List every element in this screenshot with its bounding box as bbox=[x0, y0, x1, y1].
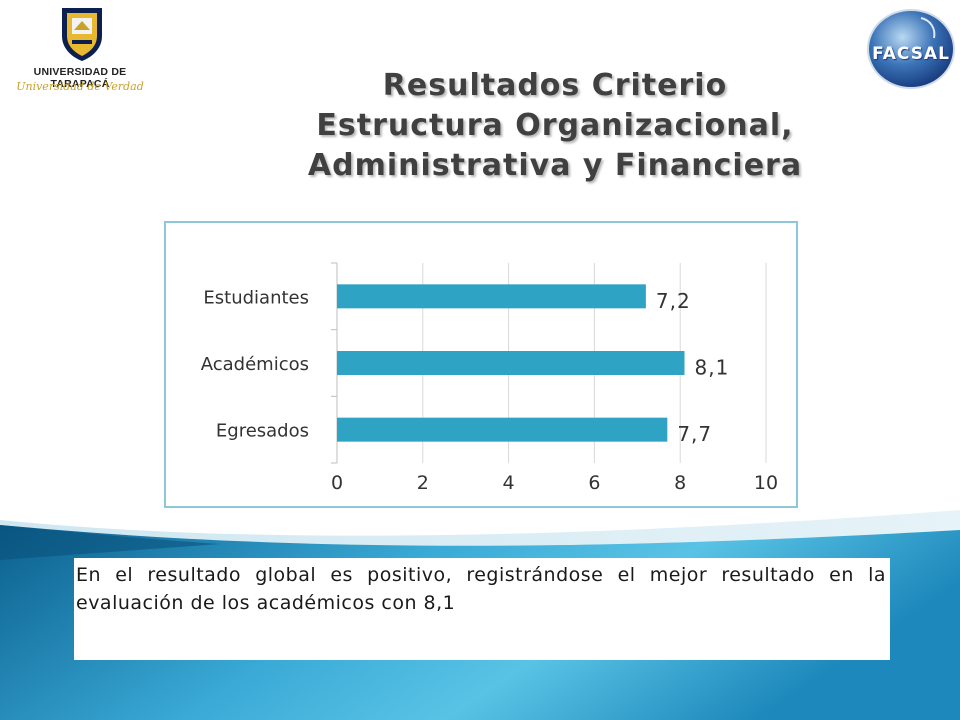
slide-title: Resultados Criterio Estructura Organizac… bbox=[200, 66, 910, 186]
x-tick-label: 6 bbox=[588, 472, 600, 494]
university-logo: UNIVERSIDAD DE TARAPACÁ Universidad de V… bbox=[10, 6, 150, 106]
x-tick-label: 0 bbox=[331, 472, 343, 494]
facsal-logo: FACSAL bbox=[866, 8, 956, 90]
x-tick-label: 8 bbox=[674, 472, 686, 494]
category-label: Académicos bbox=[201, 354, 309, 375]
university-name: UNIVERSIDAD DE TARAPACÁ bbox=[33, 66, 127, 90]
category-label: Estudiantes bbox=[203, 287, 309, 308]
summary-text: En el resultado global es positivo, regi… bbox=[76, 564, 886, 614]
title-line-1: Resultados Criterio bbox=[382, 68, 728, 103]
category-label: Egresados bbox=[216, 421, 309, 442]
data-label: 7,7 bbox=[677, 422, 712, 446]
bar-estudiantes bbox=[337, 284, 646, 309]
bar-chart: Estudiantes 7,2 Académicos 8,1 Egresados 7,7 0… bbox=[164, 221, 798, 508]
summary-box: En el resultado global es positivo, regi… bbox=[74, 558, 890, 660]
x-tick-label: 2 bbox=[417, 472, 429, 494]
title-line-3: Administrativa y Financiera bbox=[307, 148, 803, 183]
data-label: 7,2 bbox=[656, 289, 691, 313]
bar-académicos bbox=[337, 351, 685, 375]
x-tick-label: 4 bbox=[503, 472, 515, 494]
facsal-name: FACSAL bbox=[872, 44, 950, 64]
data-label: 8,1 bbox=[694, 356, 729, 380]
chart-canvas: Estudiantes 7,2 Académicos 8,1 Egresados 7,7 0… bbox=[201, 262, 778, 494]
university-motto: Universidad de Verdad bbox=[16, 80, 144, 93]
facsal-globe-icon bbox=[867, 9, 955, 89]
university-shield-icon bbox=[62, 8, 102, 61]
x-tick-label: 10 bbox=[754, 472, 778, 494]
title-line-2: Estructura Organizacional, bbox=[316, 108, 794, 143]
bar-egresados bbox=[337, 417, 668, 442]
